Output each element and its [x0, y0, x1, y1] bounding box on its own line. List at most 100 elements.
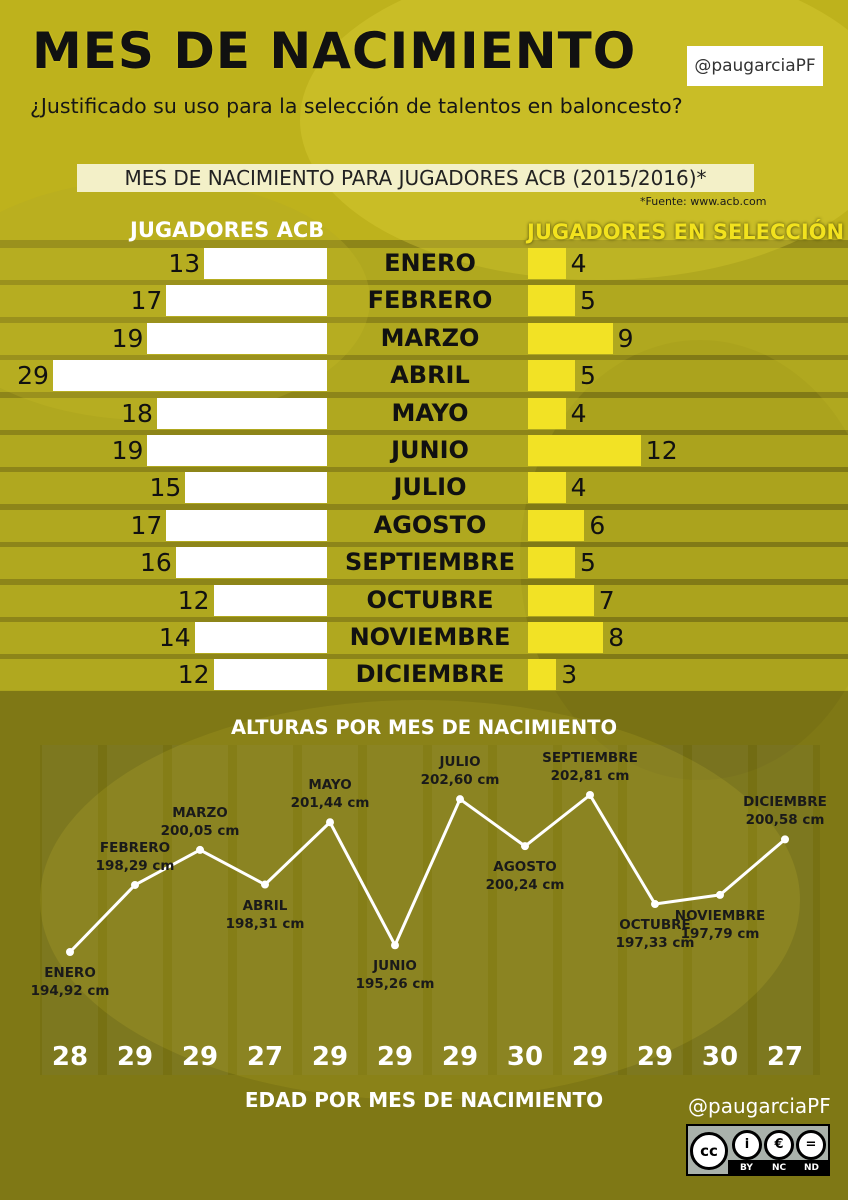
height-value-label: 202,60 cm	[420, 772, 500, 789]
height-point	[326, 818, 334, 827]
age-value: 29	[311, 1042, 349, 1072]
height-point-label: DICIEMBRE 200,58 cm	[715, 793, 848, 829]
selection-value-label: 8	[608, 623, 625, 652]
selection-value-label: 4	[570, 399, 587, 428]
month-row-band	[0, 510, 848, 542]
nd-icon: =	[796, 1130, 826, 1160]
acb-bar	[213, 659, 327, 690]
height-value-label: 198,31 cm	[225, 915, 305, 932]
month-label: DICIEMBRE	[355, 660, 505, 688]
selection-bar	[528, 547, 575, 578]
height-point-label: SEPTIEMBRE 202,81 cm	[520, 749, 660, 785]
selection-bar	[528, 435, 641, 466]
height-point	[521, 842, 529, 851]
author-handle-footer: @paugarciaPF	[688, 1094, 831, 1118]
selection-value-label: 7	[598, 586, 615, 615]
acb-bar	[166, 285, 327, 316]
acb-value-label: 16	[139, 548, 172, 577]
acb-value-label: 14	[158, 623, 191, 652]
acb-players-header: JUGADORES ACB	[130, 218, 325, 242]
height-point-label: ABRIL 198,31 cm	[195, 897, 335, 933]
month-column-stripe	[627, 745, 683, 1075]
height-value-label: 200,58 cm	[745, 812, 825, 829]
month-column-stripe	[497, 745, 553, 1075]
month-column-stripe	[107, 745, 163, 1075]
height-month-label: NOVIEMBRE	[674, 907, 766, 924]
selection-value-label: 12	[645, 436, 678, 465]
height-point-label: MARZO 200,05 cm	[130, 804, 270, 840]
by-icon: i	[732, 1130, 762, 1160]
selection-bar	[528, 360, 575, 391]
height-value-label: 194,92 cm	[30, 983, 110, 999]
selection-value-label: 5	[580, 548, 596, 577]
acb-bar	[213, 585, 327, 616]
acb-bar	[147, 435, 327, 466]
height-point-label: OCTUBRE 197,33 cm	[585, 916, 725, 952]
month-row-band	[0, 285, 848, 317]
month-label: SEPTIEMBRE	[344, 548, 515, 576]
height-point-label: JULIO 202,60 cm	[390, 753, 530, 789]
height-month-label: MARZO	[172, 804, 228, 821]
acb-value-label: 19	[111, 436, 144, 465]
height-value-label: 197,33 cm	[615, 935, 695, 952]
selection-bar	[528, 248, 566, 279]
height-month-label: SEPTIEMBRE	[542, 750, 638, 766]
age-value: 27	[246, 1042, 284, 1072]
month-row-band	[0, 248, 848, 280]
month-column-stripe	[42, 745, 98, 1075]
license-strip	[728, 1160, 828, 1176]
subtitle: ¿Justificado su uso para la selección de…	[30, 94, 683, 118]
height-point	[391, 941, 399, 950]
main-title: MES DE NACIMIENTO	[32, 22, 637, 80]
acb-bar	[194, 622, 327, 653]
age-value: 28	[51, 1042, 89, 1072]
height-value-label: 200,05 cm	[160, 822, 240, 839]
month-label: NOVIEMBRE	[349, 623, 511, 651]
source-note: *Fuente: www.acb.com	[640, 195, 767, 208]
age-value: 29	[636, 1042, 674, 1072]
acb-bar	[166, 510, 327, 541]
selection-bar	[528, 472, 566, 503]
month-column-stripe	[172, 745, 228, 1075]
section-title: MES DE NACIMIENTO PARA JUGADORES ACB (20…	[77, 164, 754, 192]
selection-bar	[528, 659, 557, 690]
height-month-label: AGOSTO	[493, 859, 557, 876]
height-point-label: JUNIO 195,26 cm	[325, 957, 465, 993]
height-value-label: 200,24 cm	[485, 877, 565, 894]
height-point-label: AGOSTO 200,24 cm	[455, 858, 595, 894]
selection-bar	[528, 323, 613, 354]
month-row-band	[0, 472, 848, 504]
age-value: 30	[506, 1042, 544, 1072]
acb-bar	[52, 360, 327, 391]
month-label: FEBRERO	[367, 286, 493, 314]
month-row-band	[0, 585, 848, 617]
month-row-band	[0, 398, 848, 430]
nc-icon: €	[764, 1130, 794, 1160]
selection-value-label: 5	[580, 286, 596, 315]
height-value-label: 201,44 cm	[290, 795, 370, 812]
height-value-label: 197,79 cm	[680, 925, 760, 942]
month-row-band	[0, 323, 848, 355]
acb-value-label: 12	[177, 586, 210, 615]
height-month-label: FEBRERO	[99, 839, 171, 856]
height-point-label: ENERO 194,92 cm	[0, 964, 140, 1000]
selection-value-label: 3	[561, 660, 578, 689]
selection-bar	[528, 622, 604, 653]
month-label: ENERO	[384, 249, 476, 277]
month-row-band	[0, 547, 848, 579]
selection-value-label: 6	[589, 511, 606, 540]
creative-commons-badge: cc i € = BY NC ND	[686, 1124, 830, 1176]
month-row-band	[0, 435, 848, 467]
height-point-label: NOVIEMBRE 197,79 cm	[650, 907, 790, 943]
age-value: 27	[766, 1042, 804, 1072]
month-label: ABRIL	[390, 361, 470, 389]
selection-value-label: 5	[580, 361, 596, 390]
selection-bar	[528, 398, 566, 429]
height-point	[781, 835, 789, 844]
cc-icon: cc	[690, 1132, 728, 1170]
height-point	[196, 845, 204, 854]
height-month-label: ABRIL	[242, 897, 288, 914]
ages-title: EDAD POR MES DE NACIMIENTO	[244, 1088, 604, 1112]
height-value-label: 202,81 cm	[550, 768, 630, 784]
height-point	[716, 890, 724, 899]
